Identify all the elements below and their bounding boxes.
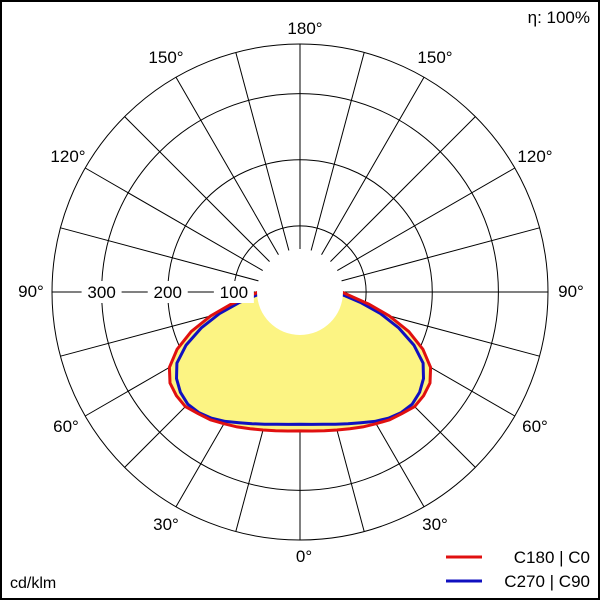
grid-spoke-210 — [175, 76, 279, 256]
radial-tick-bg-300 — [81, 281, 122, 303]
radial-tick-bg-200 — [147, 281, 188, 303]
center-disc — [257, 249, 343, 335]
legend-label-c270-c90: C270 | C90 — [504, 572, 590, 591]
angle-label-60-right: 60° — [522, 417, 548, 436]
grid-spoke-195 — [235, 52, 290, 251]
grid-spoke-165 — [310, 52, 365, 251]
grid-spoke-120 — [336, 167, 516, 271]
angle-label-120-left: 120° — [50, 147, 85, 166]
luminous-fill-area — [169, 280, 431, 431]
angle-label-30-left: 30° — [153, 515, 179, 534]
efficiency-label: η: 100% — [528, 8, 590, 27]
unit-label: cd/klm — [10, 575, 56, 592]
grid-spoke-150 — [321, 76, 425, 256]
angle-label-90-left: 90° — [18, 282, 44, 301]
angle-label-150-left: 150° — [148, 48, 183, 67]
radial-tick-label-300: 300 — [87, 283, 115, 302]
angle-label-30-right: 30° — [422, 515, 448, 534]
angle-label-120-right: 120° — [517, 147, 552, 166]
grid-spoke-105 — [341, 227, 540, 282]
legend: C180 | C0 C270 | C90 — [446, 548, 590, 591]
angle-label-60-left: 60° — [53, 417, 79, 436]
radial-tick-bg-100 — [213, 281, 254, 303]
angle-label-90-right: 90° — [558, 282, 584, 301]
grid-spoke-255 — [60, 227, 259, 282]
radial-tick-label-200: 200 — [154, 283, 182, 302]
legend-label-c180-c0: C180 | C0 — [514, 548, 590, 567]
grid-spoke-135 — [330, 116, 476, 262]
angle-label-150-right: 150° — [417, 48, 452, 67]
grid-spoke-225 — [124, 116, 270, 262]
grid-spoke-240 — [84, 167, 264, 271]
angle-label-180-top: 180° — [287, 19, 322, 38]
radial-tick-labels: 100 200 300 — [81, 281, 254, 303]
angle-label-0-bottom: 0° — [296, 547, 312, 566]
radial-tick-label-100: 100 — [220, 283, 248, 302]
